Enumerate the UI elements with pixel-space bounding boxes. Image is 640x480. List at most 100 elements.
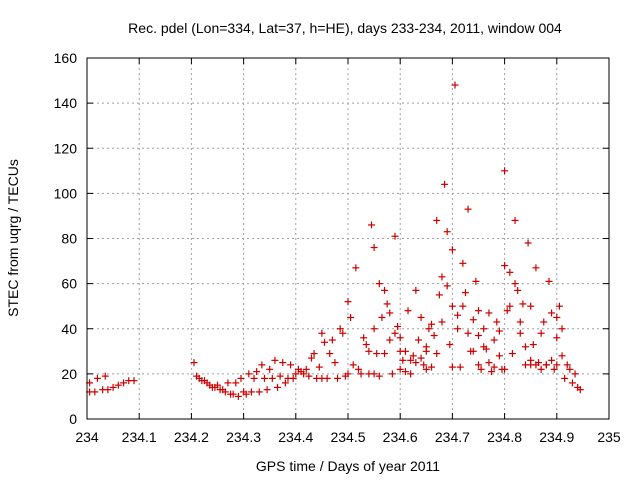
data-point: [404, 307, 412, 315]
data-point: [381, 350, 389, 358]
data-point: [448, 246, 456, 254]
data-point: [391, 232, 399, 240]
data-point: [456, 363, 464, 371]
data-point: [516, 329, 524, 337]
data-point: [475, 332, 482, 340]
data-point: [425, 325, 433, 333]
data-point: [558, 352, 566, 360]
data-point: [242, 390, 250, 398]
data-point: [477, 365, 485, 373]
data-point: [370, 370, 378, 378]
grid: [87, 58, 609, 419]
data-point: [516, 318, 524, 326]
data-point: [438, 318, 446, 326]
data-point: [399, 356, 407, 364]
y-tick-label: 40: [61, 321, 77, 337]
data-point: [417, 354, 425, 362]
data-point: [247, 388, 255, 396]
data-point: [344, 370, 352, 378]
data-point: [362, 341, 370, 349]
data-point: [540, 318, 548, 326]
data-point: [542, 361, 550, 369]
data-point: [501, 365, 509, 373]
data-point: [260, 374, 268, 382]
data-point: [101, 372, 109, 380]
data-point: [485, 359, 493, 367]
data-point: [91, 388, 99, 396]
data-point: [495, 352, 503, 360]
y-axis-label: STEC from uqrg / TECUs: [5, 159, 21, 317]
data-point: [370, 325, 378, 333]
data-point: [253, 368, 261, 376]
data-point: [401, 368, 409, 376]
data-point: [378, 313, 386, 321]
data-point: [435, 291, 443, 299]
data-point: [438, 273, 446, 281]
data-point: [266, 365, 274, 373]
data-point: [480, 325, 488, 333]
data-point: [224, 379, 232, 387]
data-point: [381, 286, 389, 294]
data-point: [480, 343, 488, 351]
data-point: [488, 368, 496, 376]
data-point: [459, 302, 467, 310]
data-point: [506, 268, 514, 276]
x-tick-label: 234.4: [278, 429, 313, 445]
data-point: [318, 329, 326, 337]
data-point: [469, 316, 477, 324]
data-point: [114, 381, 122, 389]
data-point: [367, 221, 375, 229]
data-point: [571, 370, 579, 378]
data-point: [495, 327, 503, 335]
chart-title: Rec. pdel (Lon=334, Lat=37, h=HE), days …: [128, 20, 562, 36]
data-point: [472, 277, 480, 285]
data-point: [576, 386, 584, 394]
data-point: [506, 302, 514, 310]
data-point: [279, 359, 287, 367]
data-point: [109, 383, 117, 391]
data-point: [430, 332, 438, 340]
data-point: [331, 359, 339, 367]
data-point: [446, 341, 454, 349]
y-tick-label: 160: [54, 50, 78, 66]
data-point: [441, 180, 449, 188]
y-tick-label: 100: [54, 185, 78, 201]
data-point: [561, 374, 569, 382]
data-point: [263, 386, 271, 394]
data-point: [412, 359, 420, 367]
data-point: [508, 350, 516, 358]
y-tick-label: 140: [54, 95, 78, 111]
data-point: [388, 370, 396, 378]
data-point: [357, 370, 365, 378]
data-point: [548, 309, 556, 317]
data-point: [448, 302, 456, 310]
x-tick-label: 234.2: [174, 429, 209, 445]
data-point: [490, 363, 498, 371]
data-point: [307, 354, 315, 362]
data-point: [245, 370, 253, 378]
data-point: [563, 361, 571, 369]
data-point: [250, 374, 258, 382]
data-point: [548, 356, 556, 364]
data-point: [464, 205, 472, 213]
data-point: [386, 309, 394, 317]
data-point: [370, 244, 378, 252]
data-point: [352, 264, 360, 272]
data-point: [396, 365, 404, 373]
data-point: [292, 370, 300, 378]
data-point: [321, 338, 329, 346]
data-point: [302, 365, 310, 373]
data-point: [310, 350, 318, 358]
data-point: [375, 372, 383, 380]
data-point: [493, 318, 501, 326]
data-point: [258, 361, 266, 369]
data-point: [428, 363, 436, 371]
data-point: [422, 365, 430, 373]
data-point: [391, 329, 399, 337]
data-point: [232, 379, 240, 387]
axis-ticks: 234 234.1 234.2 234.3 234.4 234.5 234.6 234.7 23…: [54, 50, 621, 445]
data-point: [120, 379, 128, 387]
data-point: [412, 286, 420, 294]
data-point: [420, 361, 428, 369]
data-point: [511, 280, 519, 288]
